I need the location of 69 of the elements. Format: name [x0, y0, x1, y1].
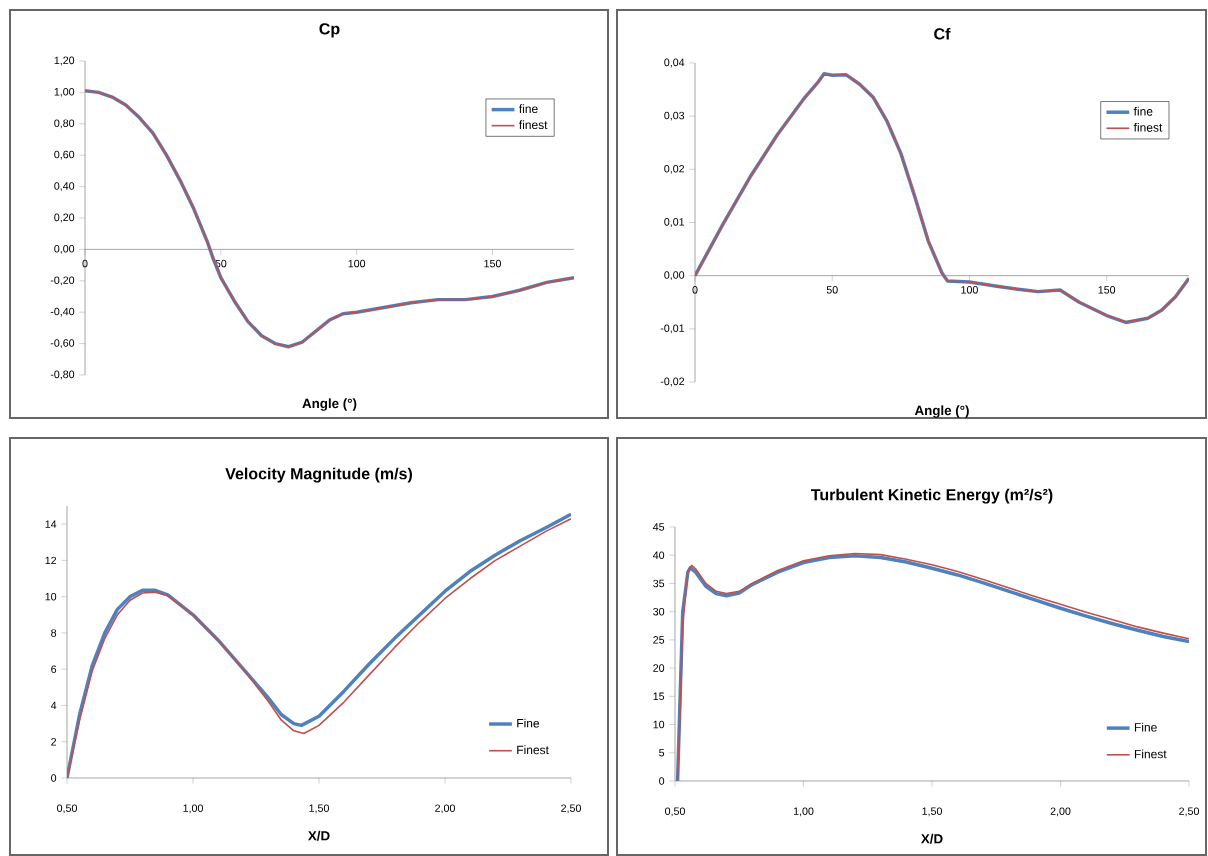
y-tick-label: 15	[653, 692, 665, 701]
legend-label: fine	[1133, 106, 1153, 116]
x-axis-title: Angle (°)	[914, 405, 969, 418]
y-tick-label: 40	[652, 551, 665, 559]
x-axis-title: X/D	[308, 830, 330, 841]
legend-label: finest	[1133, 122, 1163, 132]
y-tick-label: 0,00	[664, 271, 685, 281]
y-tick-label: 12	[45, 556, 57, 565]
y-tick-label: -0,40	[50, 307, 75, 317]
legend-label: Fine	[517, 718, 540, 728]
x-tick-label: 1,50	[922, 807, 942, 817]
x-axis-title: Angle (°)	[302, 398, 357, 411]
x-tick-label: 2,00	[435, 804, 455, 814]
y-tick-label: -0,02	[660, 377, 685, 387]
chart-title: Cf	[934, 27, 951, 40]
chart-title: Cp	[319, 23, 340, 38]
y-tick-label: 2	[51, 738, 57, 746]
y-tick-label: 5	[659, 749, 665, 757]
x-tick-label: 150	[1098, 286, 1116, 294]
y-tick-label: 35	[653, 579, 665, 588]
y-tick-label: 0	[51, 774, 57, 782]
x-tick-label: 0	[82, 259, 88, 268]
x-tick-label: 2,00	[1050, 807, 1071, 817]
legend-label: finest	[519, 120, 548, 130]
y-tick-label: 0,40	[54, 182, 75, 191]
y-tick-label: 4	[50, 701, 57, 710]
x-tick-label: 1,00	[793, 807, 814, 817]
y-tick-label: -0,60	[50, 339, 75, 348]
y-tick-label: -0,20	[50, 276, 75, 286]
legend-label: fine	[519, 104, 538, 114]
legend-label: Fine	[1134, 722, 1157, 732]
x-tick-label: 0	[692, 286, 698, 294]
x-tick-label: 2,50	[561, 804, 581, 814]
y-tick-label: 0,02	[664, 164, 685, 174]
y-tick-label: 20	[653, 664, 665, 672]
y-tick-label: 6	[51, 665, 57, 673]
x-tick-label: 0,50	[57, 804, 77, 814]
x-axis-title: X/D	[921, 833, 943, 844]
x-tick-label: 100	[348, 259, 366, 268]
x-tick-label: 50	[826, 286, 838, 294]
y-tick-label: 1,20	[54, 56, 75, 66]
y-tick-label: 0,60	[54, 150, 75, 160]
y-tick-label: 14	[45, 520, 57, 528]
chart-title: Turbulent Kinetic Energy (m²/s²)	[811, 488, 1053, 504]
y-tick-label: 0	[659, 777, 665, 785]
x-tick-label: 1,50	[309, 804, 329, 814]
y-tick-label: 0,20	[54, 213, 75, 223]
legend-label: Finest	[1134, 749, 1167, 759]
chart-title: Velocity Magnitude (m/s)	[225, 467, 412, 483]
x-tick-label: 1,00	[183, 804, 203, 814]
y-tick-label: 25	[653, 636, 665, 644]
y-tick-label: -0,01	[660, 324, 685, 334]
y-tick-label: 0,01	[664, 218, 685, 227]
y-tick-label: 10	[45, 592, 57, 601]
x-tick-label: 2,50	[1179, 807, 1199, 817]
legend-label: Finest	[517, 745, 549, 755]
x-tick-label: 150	[484, 259, 501, 268]
y-tick-label: 30	[653, 607, 665, 616]
x-tick-label: 100	[961, 286, 978, 294]
y-tick-label: 45	[652, 523, 665, 531]
y-tick-label: 0,00	[54, 244, 75, 254]
y-tick-label: -0,80	[50, 370, 75, 380]
y-tick-label: 1,00	[54, 87, 75, 97]
x-tick-label: 0,50	[665, 807, 685, 817]
y-tick-label: 0,80	[54, 119, 75, 129]
y-tick-label: 10	[653, 720, 665, 729]
y-tick-label: 0,04	[664, 58, 685, 68]
y-tick-label: 8	[51, 629, 57, 637]
y-tick-label: 0,03	[664, 111, 685, 121]
